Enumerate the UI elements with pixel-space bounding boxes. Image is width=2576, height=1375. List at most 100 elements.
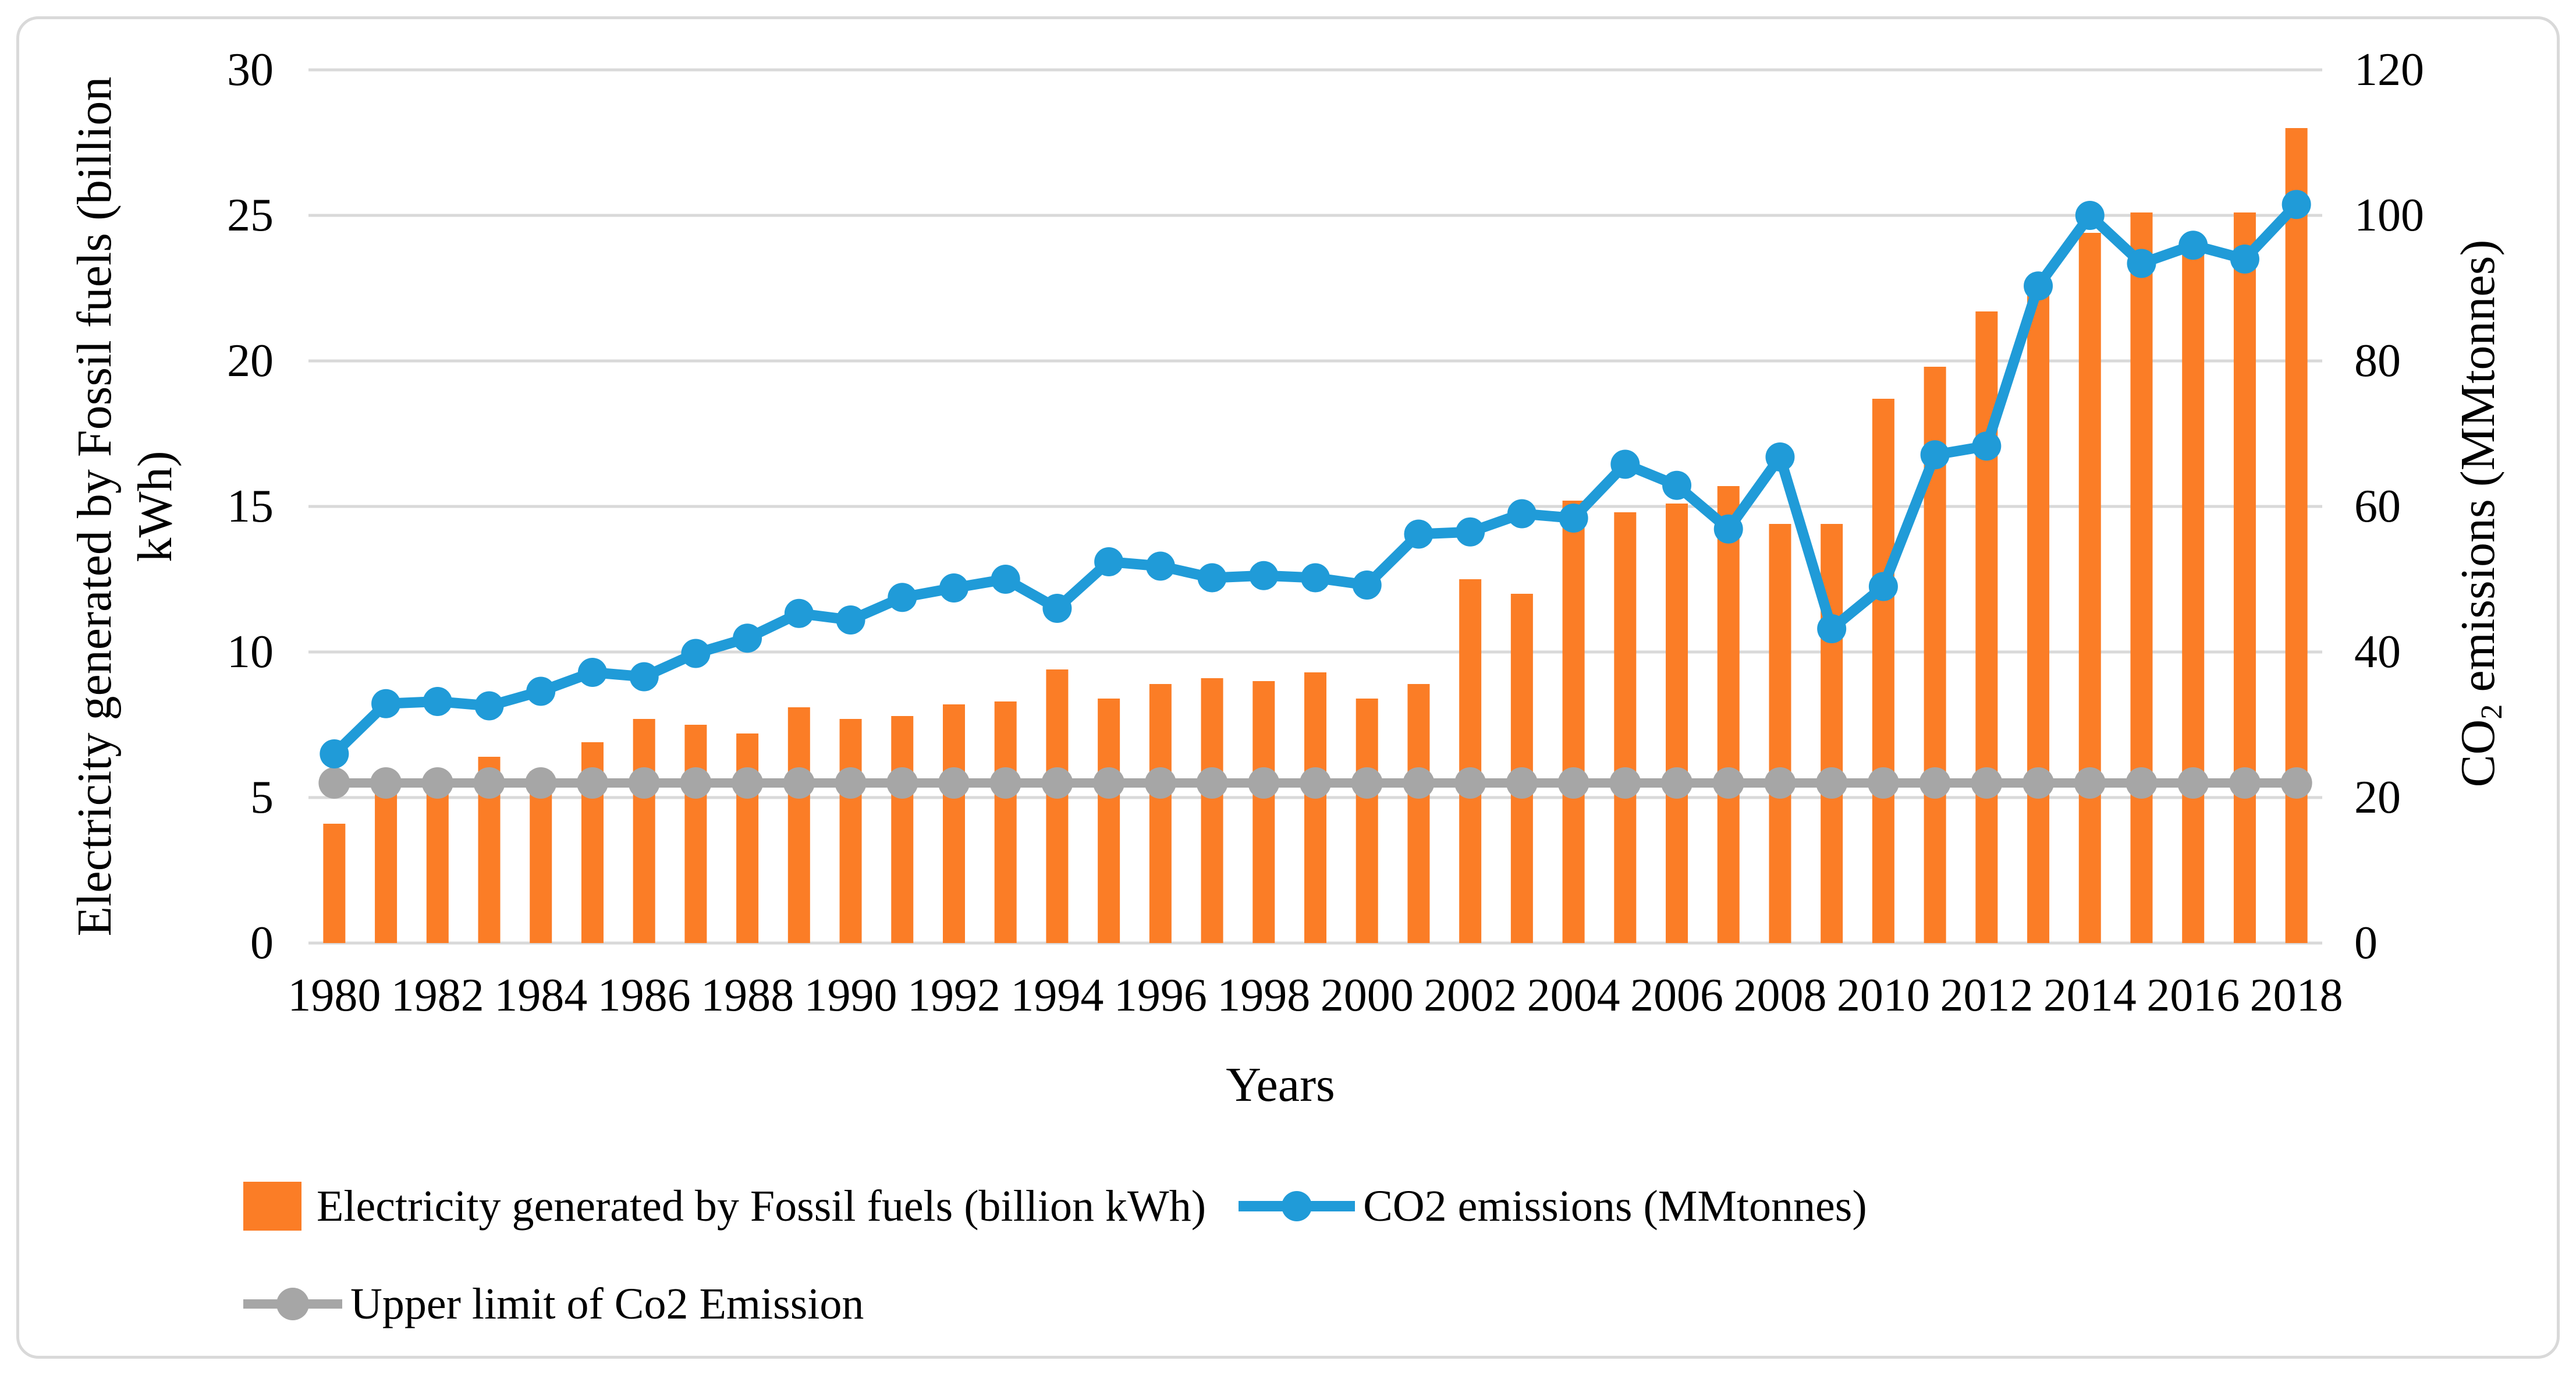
- upper-limit-marker-2001: [1403, 767, 1435, 799]
- co2-marker-2018: [2282, 190, 2311, 219]
- bar-2004: [1562, 501, 1585, 943]
- left-tick-25: 25: [227, 190, 274, 241]
- co2-marker-1998: [1249, 561, 1279, 590]
- upper-limit-marker-2012: [1971, 767, 2003, 799]
- legend-label-upper-limit: Upper limit of Co2 Emission: [350, 1280, 864, 1328]
- bar-2002: [1459, 579, 1482, 943]
- upper-limit-marker-2013: [2023, 767, 2055, 799]
- upper-limit-marker-2002: [1454, 767, 1486, 799]
- co2-marker-1988: [733, 623, 762, 653]
- x-tick-1982: 1982: [391, 970, 484, 1021]
- co2-marker-1983: [474, 691, 504, 721]
- x-tick-1996: 1996: [1113, 970, 1207, 1021]
- limit-marker-icon: [276, 1288, 309, 1320]
- right-tick-40: 40: [2354, 626, 2401, 678]
- co2-marker-2013: [2024, 271, 2053, 301]
- x-tick-1986: 1986: [597, 970, 691, 1021]
- co2-marker-2012: [1972, 431, 2002, 461]
- upper-limit-marker-1994: [1041, 767, 1073, 799]
- bar-1998: [1252, 681, 1275, 943]
- x-tick-2004: 2004: [1527, 970, 1620, 1021]
- bar-1981: [375, 780, 398, 943]
- co2-marker-2006: [1662, 470, 1692, 500]
- legend-bar-swatch: [243, 1182, 301, 1231]
- left-tick-10: 10: [227, 626, 274, 678]
- bar-1988: [736, 733, 759, 943]
- upper-limit-marker-1985: [576, 767, 608, 799]
- x-tick-2010: 2010: [1836, 970, 1930, 1021]
- bar-2007: [1717, 486, 1740, 943]
- left-tick-0: 0: [250, 917, 274, 969]
- x-tick-1992: 1992: [907, 970, 1000, 1021]
- co2-marker-2009: [1817, 614, 1847, 643]
- bar-1980: [323, 824, 346, 943]
- bar-1989: [787, 707, 810, 943]
- upper-limit-marker-1995: [1093, 767, 1125, 799]
- right-tick-120: 120: [2354, 44, 2424, 95]
- bar-1999: [1304, 672, 1326, 943]
- upper-limit-marker-2017: [2229, 767, 2261, 799]
- right-tick-100: 100: [2354, 190, 2424, 241]
- bar-1994: [1046, 669, 1069, 943]
- bar-2005: [1614, 512, 1637, 943]
- x-tick-1988: 1988: [701, 970, 794, 1021]
- bar-1991: [891, 716, 914, 943]
- x-tick-1984: 1984: [494, 970, 588, 1021]
- co2-marker-2017: [2230, 244, 2259, 274]
- upper-limit-marker-1988: [732, 767, 764, 799]
- bar-2018: [2285, 128, 2308, 943]
- co2-marker-1992: [939, 573, 968, 603]
- co2-line: [331, 201, 2301, 758]
- upper-limit-marker-1982: [421, 767, 453, 799]
- co2-marker-1990: [836, 605, 865, 635]
- upper-limit-marker-1992: [938, 767, 970, 799]
- bar-1982: [426, 780, 449, 943]
- co2-marker-1995: [1094, 547, 1124, 576]
- upper-limit-marker-1999: [1300, 767, 1331, 799]
- upper-limit-marker-2006: [1661, 767, 1693, 799]
- legend-limit-line-swatch: [243, 1288, 342, 1320]
- upper-limit-marker-1987: [680, 767, 712, 799]
- co2-marker-2007: [1713, 514, 1743, 544]
- legend-label-electricity: Electricity generated by Fossil fuels (b…: [317, 1182, 1207, 1231]
- x-axis-title: Years: [1226, 1058, 1335, 1112]
- left-tick-30: 30: [227, 44, 274, 95]
- x-tick-2014: 2014: [2043, 970, 2137, 1021]
- co2-marker-1989: [784, 598, 814, 628]
- bar-1995: [1098, 699, 1120, 943]
- legend-label-co2: CO2 emissions (MMtonnes): [1363, 1182, 1867, 1231]
- bar-1984: [530, 771, 552, 943]
- co2-marker-1999: [1301, 563, 1330, 593]
- co2-marker-2005: [1610, 449, 1640, 479]
- bar-2015: [2130, 212, 2153, 943]
- co2-marker-1985: [577, 658, 607, 687]
- bar-2010: [1872, 399, 1894, 943]
- upper-limit-marker-2008: [1764, 767, 1796, 799]
- upper-limit-marker-2014: [2074, 767, 2106, 799]
- bar-1996: [1149, 684, 1172, 943]
- x-tick-1990: 1990: [804, 970, 897, 1021]
- bar-2001: [1407, 684, 1430, 943]
- x-tick-2016: 2016: [2146, 970, 2240, 1021]
- co2-marker-1986: [629, 662, 659, 692]
- bar-1986: [633, 719, 655, 943]
- left-axis-title: Electricity generated by Fossil fuels (b…: [65, 0, 186, 1059]
- legend-co2-line-swatch: [1239, 1191, 1356, 1221]
- co2-marker-2010: [1868, 572, 1898, 601]
- x-tick-2002: 2002: [1424, 970, 1517, 1021]
- upper-limit-marker-2011: [1919, 767, 1951, 799]
- upper-limit-marker-1986: [628, 767, 660, 799]
- co2-marker-2016: [2178, 231, 2208, 260]
- co2-marker-2008: [1765, 442, 1795, 472]
- left-tick-20: 20: [227, 335, 274, 387]
- legend-row-1: Electricity generated by Fossil fuels (b…: [243, 1177, 1867, 1235]
- x-tick-1980: 1980: [288, 970, 381, 1021]
- co2-marker-2014: [2075, 201, 2105, 230]
- x-tick-2018: 2018: [2249, 970, 2343, 1021]
- upper-limit-marker-1991: [886, 767, 918, 799]
- upper-limit-marker-1993: [989, 767, 1021, 799]
- bar-1997: [1201, 678, 1223, 943]
- co2-marker-2001: [1404, 519, 1434, 549]
- right-axis-title-prefix: CO: [2450, 719, 2505, 788]
